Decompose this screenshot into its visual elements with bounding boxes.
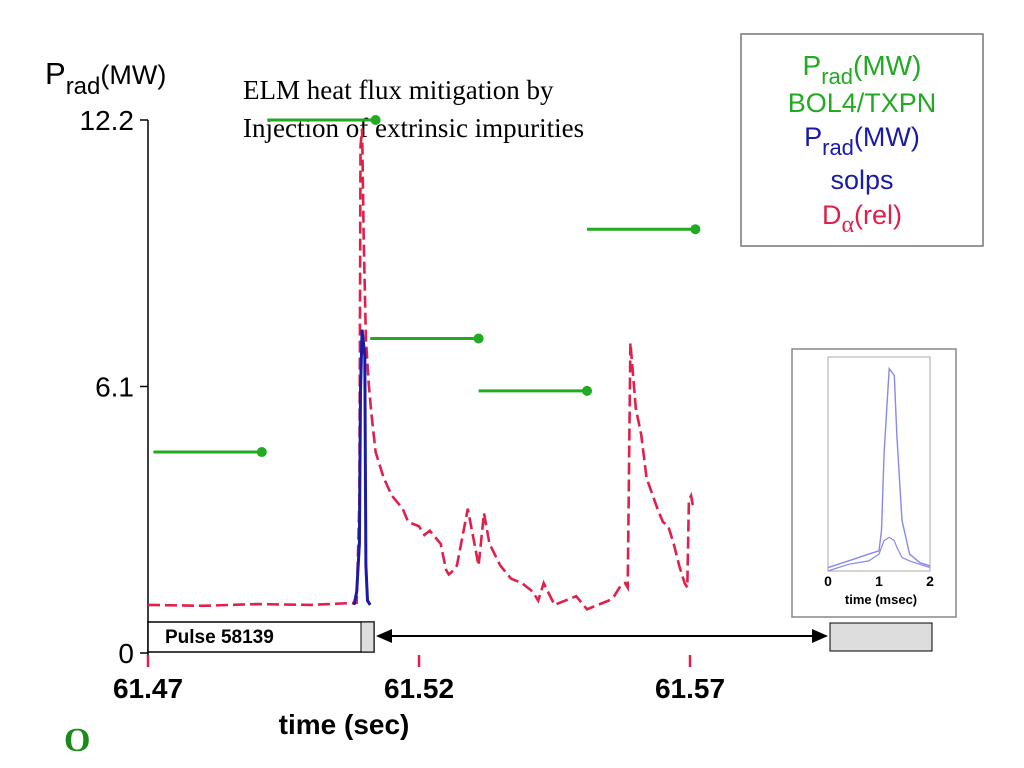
inset-x-tick-label: 1: [875, 573, 883, 589]
legend-dalpha: Dα(rel): [822, 200, 902, 238]
y-tick-label: 0: [118, 638, 134, 669]
inset-plot-area: [827, 356, 931, 572]
y-tick-label: 12.2: [80, 105, 135, 136]
bol-point: [690, 224, 701, 235]
zoom-box: [829, 622, 933, 652]
bol-point: [256, 447, 267, 458]
inset-series-main: [827, 366, 931, 569]
bol-point: [370, 115, 381, 125]
x-tick-label: 61.57: [655, 673, 725, 704]
corner-mark: O: [64, 722, 90, 759]
pulse-label: Pulse 58139: [165, 627, 274, 648]
inset-xlabel: time (msec): [845, 592, 917, 607]
arrow-head-left: [376, 629, 392, 643]
y-ticks: 0 6.1 12.2: [80, 105, 148, 669]
series-bol4-txpn: [153, 115, 701, 458]
bol-point: [473, 333, 484, 344]
arrow-head-right: [812, 629, 828, 643]
inset-x-tick-label: 0: [824, 573, 832, 589]
inset-frame: [791, 348, 957, 618]
x-ticks: 61.47 61.52 61.57: [113, 655, 725, 704]
bol-point: [582, 385, 593, 396]
chart-title-line-1: ELM heat flux mitigation by: [243, 75, 554, 105]
chart-title-line-2: Injection of extrinsic impurities: [243, 113, 584, 143]
series-d-alpha: [147, 128, 697, 611]
x-tick-label: 61.47: [113, 673, 183, 704]
legend-solps: solps: [830, 165, 893, 195]
legend-bol: BOL4/TXPN: [788, 88, 937, 118]
pulse-box: [147, 621, 375, 653]
x-axis-label: time (sec): [279, 709, 410, 740]
inset-x-tick-label: 2: [926, 573, 934, 589]
inset-series-secondary: [827, 536, 931, 572]
legend-prad-solps: Prad(MW): [804, 122, 920, 160]
inset-x-ticks: 0 1 2: [824, 573, 934, 589]
legend-prad-bol: Prad(MW): [803, 50, 922, 89]
x-tick-label: 61.52: [384, 673, 454, 704]
y-axis-label: Prad(MW): [45, 56, 166, 100]
pulse-small-box: [360, 621, 375, 653]
series-solps: [352, 329, 372, 606]
y-tick-label: 6.1: [95, 372, 134, 403]
legend-box: [740, 33, 984, 247]
